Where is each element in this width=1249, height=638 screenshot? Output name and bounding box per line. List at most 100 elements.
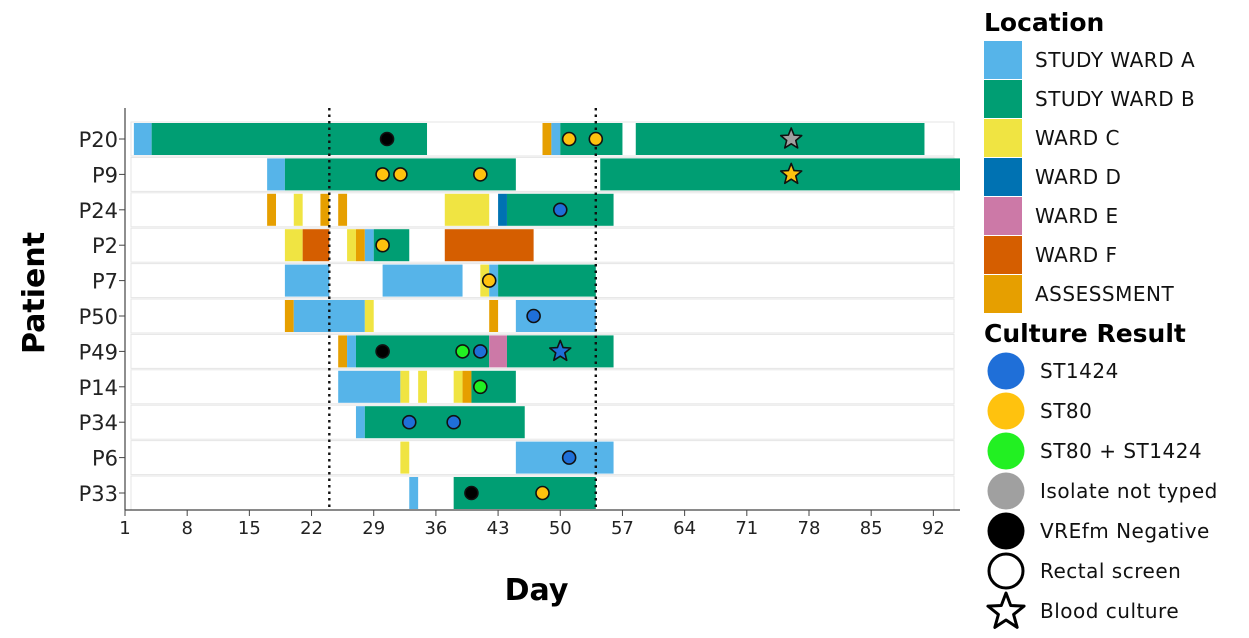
stay-bar-p49-study-ward-a [347,335,356,368]
rectal-screen-marker-p33 [535,485,550,501]
st1424-icon [987,352,1025,390]
culture-legend: ST1424 ST80 ST80 + ST1424 Isolate not typed… [984,351,1246,631]
x-axis-title: Day [505,573,569,608]
y-tick-label-p34: P34 [79,411,118,435]
rectal-screen-marker-p49 [473,344,488,359]
culture-legend-item: VREfm Negative [984,511,1246,551]
location-legend-item: STUDY WARD A [984,40,1246,79]
isolate-not-typed-icon [987,472,1025,510]
stay-bar-p9-study-ward-b [600,158,960,191]
x-tick-label-15: 15 [238,518,261,539]
stay-bar-p7-study-ward-a [382,264,463,297]
stay-bar-p14-ward-c [418,370,428,403]
stay-bar-p2-assessment [355,229,365,262]
x-tick-label-71: 71 [735,518,758,539]
location-legend-item: WARD D [984,157,1246,196]
location-legend-title: Location [984,8,1105,37]
stay-bar-p14-ward-c [453,370,463,403]
vrefm-negative-icon [987,512,1025,550]
location-legend-item: ASSESSMENT [984,274,1246,313]
x-tick-label-78: 78 [798,518,821,539]
y-tick-label-p6: P6 [92,447,118,471]
location-swatch-study-ward-a [984,40,1022,79]
blood-culture-marker-p9 [779,162,803,185]
stay-bar-p50-assessment [284,300,294,332]
culture-label: ST80 [1040,399,1093,423]
stay-bar-p24-assessment [320,193,330,226]
location-swatch-assessment [984,274,1022,313]
stay-bar-p7-study-ward-a [284,264,330,297]
x-tick-label-22: 22 [300,518,323,539]
stay-bar-p24-ward-d [498,193,507,226]
rectal-screen-marker-p9 [393,167,408,182]
x-tick-label-50: 50 [549,518,572,539]
rectal-screen-marker-p7 [481,273,497,288]
stay-bar-p33-study-ward-a [409,477,419,509]
y-tick-label-p50: P50 [79,305,118,329]
location-label: ASSESSMENT [1035,281,1175,306]
location-legend-item: WARD E [984,196,1246,235]
stay-bar-p14-assessment [462,370,472,403]
stay-bar-p20-study-ward-a [551,123,561,155]
stay-bar-p20-assessment [542,123,552,155]
y-tick-label-p2: P2 [92,234,118,258]
location-label: WARD C [1035,125,1120,150]
x-tick-label-36: 36 [424,518,447,539]
stay-bar-p2-ward-c [284,229,303,262]
stay-bar-p24-assessment [267,193,277,226]
rectal-screen-marker-p24 [552,202,568,218]
stay-bar-p9-study-ward-a [267,158,285,191]
culture-markers [375,127,803,501]
y-tick-label-p9: P9 [92,163,118,187]
y-tick-label-p33: P33 [79,482,118,506]
blood-culture-icon [986,591,1026,629]
stay-bar-p24-ward-c [444,193,490,226]
x-tick-label-1: 1 [119,518,130,539]
location-swatch-ward-d [984,157,1022,196]
x-tick-label-64: 64 [673,518,696,539]
stay-bar-p50-assessment [489,300,499,332]
culture-legend-item: Rectal screen [984,551,1246,591]
x-tick-label-43: 43 [487,518,510,539]
legend: Location STUDY WARD A STUDY WARD B WARD C W… [984,6,1246,631]
culture-legend-item: ST80 [984,391,1246,431]
stay-bar-p20-study-ward-b [635,123,925,155]
rectal-screen-marker-p34 [446,414,461,430]
rectal-screen-marker-p50 [526,308,541,324]
stay-bar-p6-ward-c [400,441,410,474]
y-tick-label-p49: P49 [79,340,118,364]
rectal-screen-marker-p20 [588,131,604,147]
rectal-screen-marker-p2 [375,237,390,253]
location-label: WARD F [1035,242,1118,267]
location-swatch-ward-c [984,118,1022,157]
y-tick-labels: P20 P9 P24 P2 P7 P50 P49 P14 P34 P6 P33 [79,128,125,506]
culture-label: ST80 + ST1424 [1040,439,1203,463]
y-tick-label-p20: P20 [79,128,118,152]
location-legend: STUDY WARD A STUDY WARD B WARD C WARD D WARD… [984,40,1246,313]
rectal-screen-marker-p14 [473,379,488,395]
st80-icon [987,392,1025,430]
location-swatch-ward-f [984,235,1022,274]
culture-label: Rectal screen [1040,559,1182,583]
culture-legend-item: ST1424 [984,351,1246,391]
stay-bar-p24-ward-c [293,193,303,226]
blood-culture-marker-p49 [549,339,572,362]
stay-bar-p50-ward-c [364,300,374,332]
rectal-screen-marker-p20 [379,131,395,147]
culture-legend-title: Culture Result [984,319,1186,348]
x-tick-label-85: 85 [860,518,883,539]
blood-culture-marker-p20 [779,127,803,149]
location-label: WARD D [1035,164,1122,189]
rectal-screen-marker-p33 [464,485,479,501]
x-tick-labels: 1 8 15 22 29 36 43 50 57 64 71 78 85 92 [119,510,945,539]
row-lane-p2 [130,227,955,263]
y-tick-label-p24: P24 [79,199,118,223]
x-tick-label-8: 8 [181,518,192,539]
stay-bar-p2-study-ward-a [364,229,374,262]
stay-bar-p49-ward-e [489,335,507,368]
stay-bar-p24-assessment [338,193,348,226]
culture-label: ST1424 [1040,359,1119,383]
stay-bar-p7-study-ward-b [498,264,596,297]
rectal-screen-marker-p9 [473,167,488,182]
stay-bar-p2-ward-f [444,229,534,262]
